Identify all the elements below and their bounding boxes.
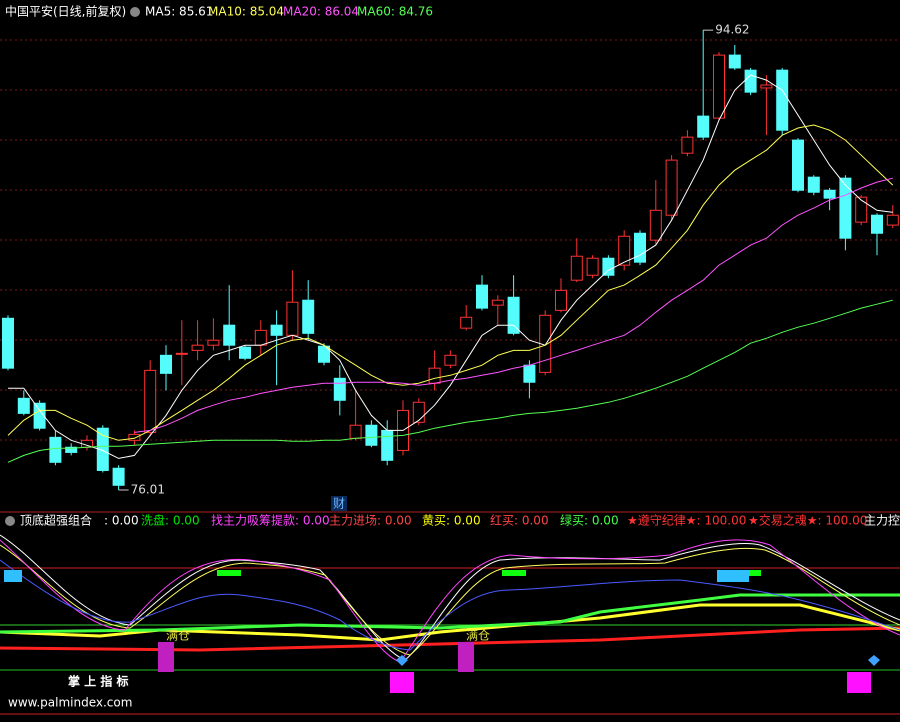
candle-body [2, 317, 14, 369]
high-label: 94.62 [715, 23, 749, 37]
candle-body [381, 429, 394, 461]
indicator-value: 绿买: 0.00 [560, 513, 619, 528]
candle-body [444, 354, 457, 366]
tag: 满仓 [466, 629, 490, 643]
candle-body [523, 364, 536, 383]
candle-body [428, 367, 441, 384]
candle-body [823, 189, 836, 199]
candle-body [855, 196, 868, 223]
candle-body [839, 177, 852, 239]
candle-body [207, 339, 220, 346]
candle-body [365, 424, 378, 446]
candle-body [318, 345, 330, 363]
chart-title: 中国平安(日线,前复权) [5, 4, 126, 19]
candle-body [744, 69, 757, 93]
candle-body [239, 346, 251, 359]
legend-entry: MA5: 85.61 [145, 5, 213, 19]
tag: 满仓 [166, 629, 190, 643]
candle-body [286, 301, 299, 336]
candle-body [807, 176, 820, 193]
ma-line [134, 177, 893, 433]
indicator-value: 红买: 0.00 [490, 513, 549, 528]
candle-body [760, 84, 773, 89]
candle-body [681, 136, 694, 154]
candle-body [507, 296, 520, 334]
indicator-value: ★交易之魂★: 100.00 [748, 513, 867, 528]
indicator-title: 顶底超强组合 [20, 513, 92, 528]
candle-body [792, 139, 804, 191]
candle-body [65, 446, 78, 453]
candle-body [175, 352, 188, 355]
indicator-value: 洗盘: 0.00 [141, 513, 200, 528]
indicator-value: 找主力吸筹提款: 0.00 [211, 513, 330, 528]
candle-body [728, 54, 741, 69]
candle-body [128, 433, 141, 441]
candle-body [602, 257, 615, 276]
candle-body [665, 159, 678, 216]
candle-body [586, 257, 599, 276]
candle-body [697, 115, 710, 138]
candle-body [160, 354, 172, 374]
candle-body [333, 377, 346, 401]
watermark-brand: 掌 上 指 标 [68, 674, 129, 689]
candle-body [776, 69, 789, 131]
candle-body [649, 209, 662, 241]
candle-body [223, 324, 236, 346]
ma-line [7, 299, 893, 463]
legend-entry: MA60: 84.76 [357, 5, 433, 19]
candle-body [491, 299, 504, 306]
menu-icon[interactable] [130, 7, 140, 17]
candle-body [460, 316, 473, 329]
candle-body [618, 235, 631, 266]
candle-body [191, 344, 204, 351]
candle-body [270, 324, 283, 336]
watermark-url: www.palmindex.com [8, 696, 132, 710]
marker: 财 [333, 497, 345, 511]
candle-body [570, 255, 583, 281]
candle-body [555, 289, 567, 311]
indicator-value: 黄买: 0.00 [422, 514, 481, 528]
indicator-value: 主力进场: 0.00 [329, 514, 412, 528]
candle-body [302, 299, 315, 334]
candle-body [886, 214, 899, 226]
indicator-value: 主力控 [864, 514, 900, 528]
legend-entry: MA20: 86.04 [283, 5, 359, 19]
candle-body [144, 369, 157, 433]
candle-body [634, 232, 646, 263]
candle-body [17, 397, 30, 414]
candle-body [112, 467, 125, 486]
candle-body [476, 284, 488, 309]
candle-body [96, 427, 109, 471]
low-label: 76.01 [131, 482, 165, 496]
candle-body [871, 214, 883, 234]
ma-line [7, 124, 894, 441]
candle-body [349, 424, 362, 439]
candle-body [254, 329, 267, 346]
indicator-lines [0, 534, 900, 715]
legend-entry: MA10: 85.04 [208, 5, 284, 19]
menu-icon[interactable] [5, 516, 15, 526]
candle-body [713, 54, 725, 119]
indicator-value: ★遵守纪律★: 100.00 [627, 513, 746, 528]
candle-body [412, 401, 425, 423]
candle-body [33, 402, 46, 429]
marker-box [331, 496, 347, 511]
indicator-value: : 0.00 [104, 514, 139, 528]
candle-body [49, 436, 62, 463]
